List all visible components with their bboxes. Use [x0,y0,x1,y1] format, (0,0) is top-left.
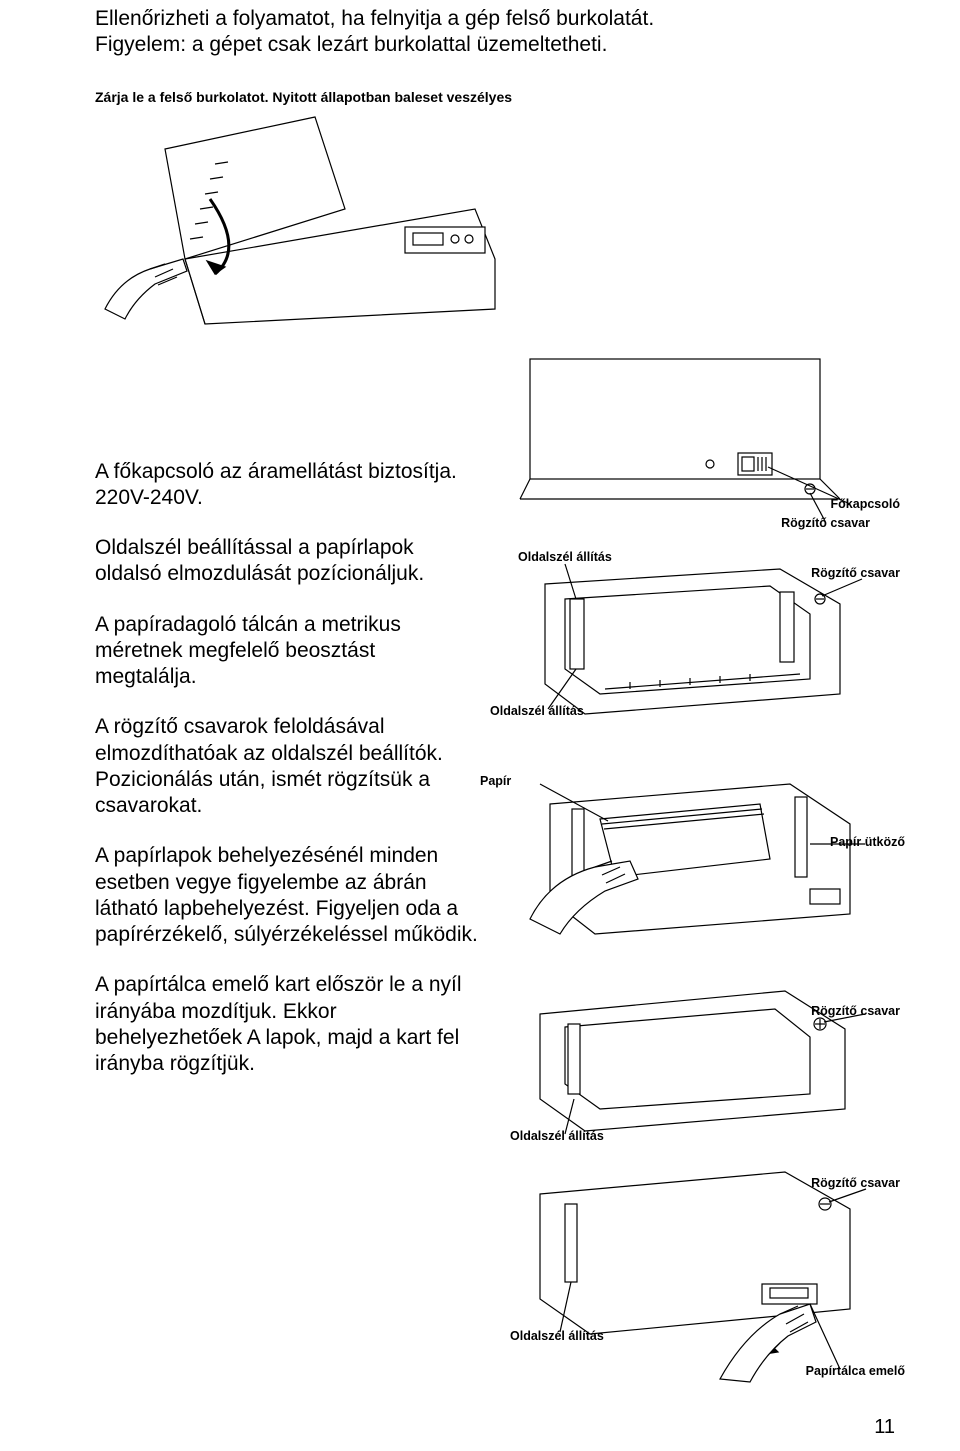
intro-text: Ellenőrizheti a folyamatot, ha felnyitja… [95,6,900,59]
label-oldalszel-4: Oldalszél állítás [510,1329,604,1343]
label-oldalszel-3: Oldalszél állítás [510,1129,604,1143]
intro-line1: Ellenőrizheti a folyamatot, ha felnyitja… [95,7,654,30]
label-fokapcsolo: Főkapcsoló [831,497,900,511]
figure-paper-insert: Papír Papír ütköző [510,749,900,959]
para-power: A főkapcsoló az áramellátást biztosítja.… [95,459,480,512]
para-traylever: A papírtálca emelő kart először le a nyí… [95,972,480,1077]
figure-paper-insert-svg [510,749,900,959]
figure-1-caption: Zárja le a felső burkolatot. Nyitott áll… [95,89,900,105]
para-metricscale: A papíradagoló tálcán a metrikus méretne… [95,612,480,691]
figure-tray-lever: Oldalszél állítás Rögzítő csavar Papírtá… [510,1154,900,1389]
figure-power-switch: Főkapcsoló Rögzítő csavar [510,349,900,534]
para-sideguide: Oldalszél beállítással a papírlapok olda… [95,535,480,588]
label-rogzito-csavar-1: Rögzítő csavar [781,516,870,530]
label-oldalszel-2: Oldalszél állítás [490,704,584,718]
label-oldalszel-1: Oldalszél állítás [518,550,612,564]
para-screws: A rögzítő csavarok feloldásával elmozdít… [95,714,480,819]
page-number: 11 [874,1416,895,1439]
label-papir-utkozo: Papír ütköző [830,835,905,849]
figure-guide-detail: Oldalszél állítás Rögzítő csavar [510,969,900,1144]
right-figures-column: Főkapcsoló Rögzítő csavar [510,349,900,1399]
label-rogzito-csavar-3: Rögzítő csavar [811,1004,900,1018]
label-papir: Papír [480,774,511,788]
left-text-column: A főkapcsoló az áramellátást biztosítja.… [95,349,480,1399]
label-rogzito-csavar-2: Rögzítő csavar [811,566,900,580]
figure-guide-detail-svg [510,969,900,1144]
figure-1-svg [95,109,525,329]
manual-page: Ellenőrizheti a folyamatot, ha felnyitja… [0,0,960,1451]
intro-line2: Figyelem: a gépet csak lezárt burkolatta… [95,33,607,56]
para-paperinsert: A papírlapok behelyezésénél minden esetb… [95,843,480,948]
figure-side-guides: Oldalszél állítás Rögzítő csavar Oldalsz… [510,544,900,739]
two-column-layout: A főkapcsoló az áramellátást biztosítja.… [95,349,900,1399]
label-papirtalca-emelo: Papírtálca emelő [806,1364,905,1378]
label-rogzito-csavar-4: Rögzítő csavar [811,1176,900,1190]
figure-1-container: Zárja le a felső burkolatot. Nyitott áll… [95,89,900,329]
